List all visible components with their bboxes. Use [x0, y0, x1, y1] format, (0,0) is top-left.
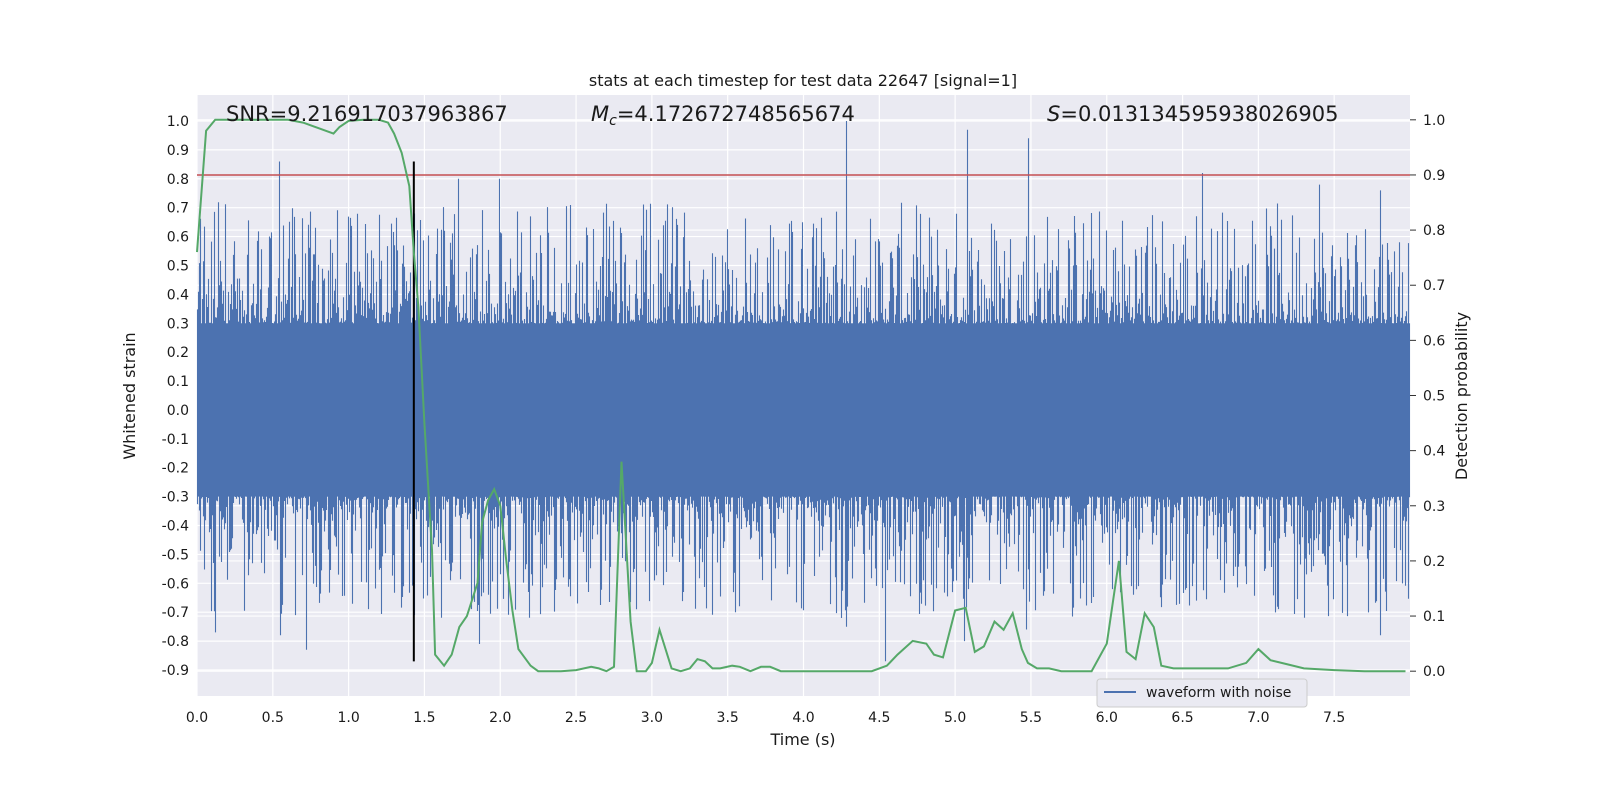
y-tick-label: 0.3 — [167, 316, 189, 332]
chirp-mass-value: =4.172672748565674 — [617, 102, 855, 126]
waveform-with-noise-trace — [196, 121, 1411, 662]
y-tick-label: -0.5 — [162, 547, 189, 563]
s-annotation: S=0.013134595938026905 — [1047, 102, 1338, 126]
y-tick-label: 0.8 — [167, 172, 189, 188]
legend: waveform with noise — [1096, 678, 1308, 708]
y2-tick-label: 0.4 — [1423, 444, 1445, 460]
y-tick-label: 0.7 — [167, 201, 189, 217]
y2-tick-label: 0.1 — [1423, 609, 1445, 625]
x-tick-label: 7.0 — [1247, 710, 1269, 726]
y2-tick-label: 0.2 — [1423, 554, 1445, 570]
x-tick-label: 3.0 — [641, 710, 663, 726]
x-tick-label: 7.5 — [1323, 710, 1345, 726]
y-tick-label: -0.9 — [162, 663, 189, 679]
x-tick-label: 4.5 — [868, 710, 890, 726]
x-tick-label: 5.0 — [944, 710, 966, 726]
y-tick-label: 0.2 — [167, 345, 189, 361]
s-symbol: S — [1047, 102, 1060, 126]
y-tick-label: -0.6 — [162, 576, 189, 592]
x-tick-label: 1.0 — [337, 710, 359, 726]
y-tick-label: -0.2 — [162, 461, 189, 477]
x-tick-label: 2.5 — [565, 710, 587, 726]
legend-box — [1096, 678, 1308, 708]
y-tick-label: 0.6 — [167, 230, 189, 246]
y2-tick-label: 0.7 — [1423, 278, 1445, 294]
y-tick-label: 0.0 — [167, 403, 189, 419]
y2-tick-label: 0.8 — [1423, 223, 1445, 239]
strain-series — [196, 121, 1411, 662]
x-tick-label: 1.5 — [413, 710, 435, 726]
y2-tick-label: 0.0 — [1423, 664, 1445, 680]
x-tick-label: 0.5 — [262, 710, 284, 726]
chart-title: stats at each timestep for test data 226… — [589, 71, 1017, 90]
y-axis-label: Whitened strain — [120, 332, 139, 459]
y-tick-label: -0.8 — [162, 634, 189, 650]
chirp-mass-annotation: Mc=4.172672748565674 — [591, 102, 855, 129]
y2-tick-label: 0.3 — [1423, 499, 1445, 515]
y-tick-label: -0.4 — [162, 519, 189, 535]
chirp-mass-symbol: M — [591, 102, 609, 126]
detection-probability-line — [196, 118, 1406, 673]
legend-entry-waveform: waveform with noise — [1146, 685, 1291, 701]
y-tick-label: -0.3 — [162, 490, 189, 506]
y2-tick-label: 0.5 — [1423, 389, 1445, 405]
x-tick-label: 2.0 — [489, 710, 511, 726]
snr-annotation: SNR=9.216917037963867 — [226, 102, 508, 126]
x-tick-label: 4.0 — [792, 710, 814, 726]
x-tick-label: 6.5 — [1171, 710, 1193, 726]
y-tick-label: 0.9 — [167, 143, 189, 159]
y-tick-label: -0.1 — [162, 432, 189, 448]
y-tick-label: 0.1 — [167, 374, 189, 390]
y-tick-label: 0.5 — [167, 258, 189, 274]
tick-labels: 0.0 0.5 1.0 1.5 2.0 2.5 3.0 3.5 4.0 4.5 5.0 5.5 6.0 6… — [162, 113, 1446, 726]
x-tick-label: 3.5 — [717, 710, 739, 726]
y2-tick-label: 1.0 — [1423, 113, 1445, 129]
y-tick-label: 0.4 — [167, 287, 189, 303]
chirp-mass-subscript: c — [609, 113, 617, 129]
x-tick-label: 5.5 — [1020, 710, 1042, 726]
x-tick-label: 6.0 — [1096, 710, 1118, 726]
x-axis-label: Time (s) — [769, 730, 835, 749]
y-tick-label: 1.0 — [167, 114, 189, 130]
x-tick-label: 0.0 — [186, 710, 208, 726]
s-value: =0.013134595938026905 — [1060, 102, 1338, 126]
y2-axis-label: Detection probability — [1452, 312, 1471, 480]
y2-tick-label: 0.6 — [1423, 333, 1445, 349]
y-tick-label: -0.7 — [162, 605, 189, 621]
y2-tick-label: 0.9 — [1423, 168, 1445, 184]
